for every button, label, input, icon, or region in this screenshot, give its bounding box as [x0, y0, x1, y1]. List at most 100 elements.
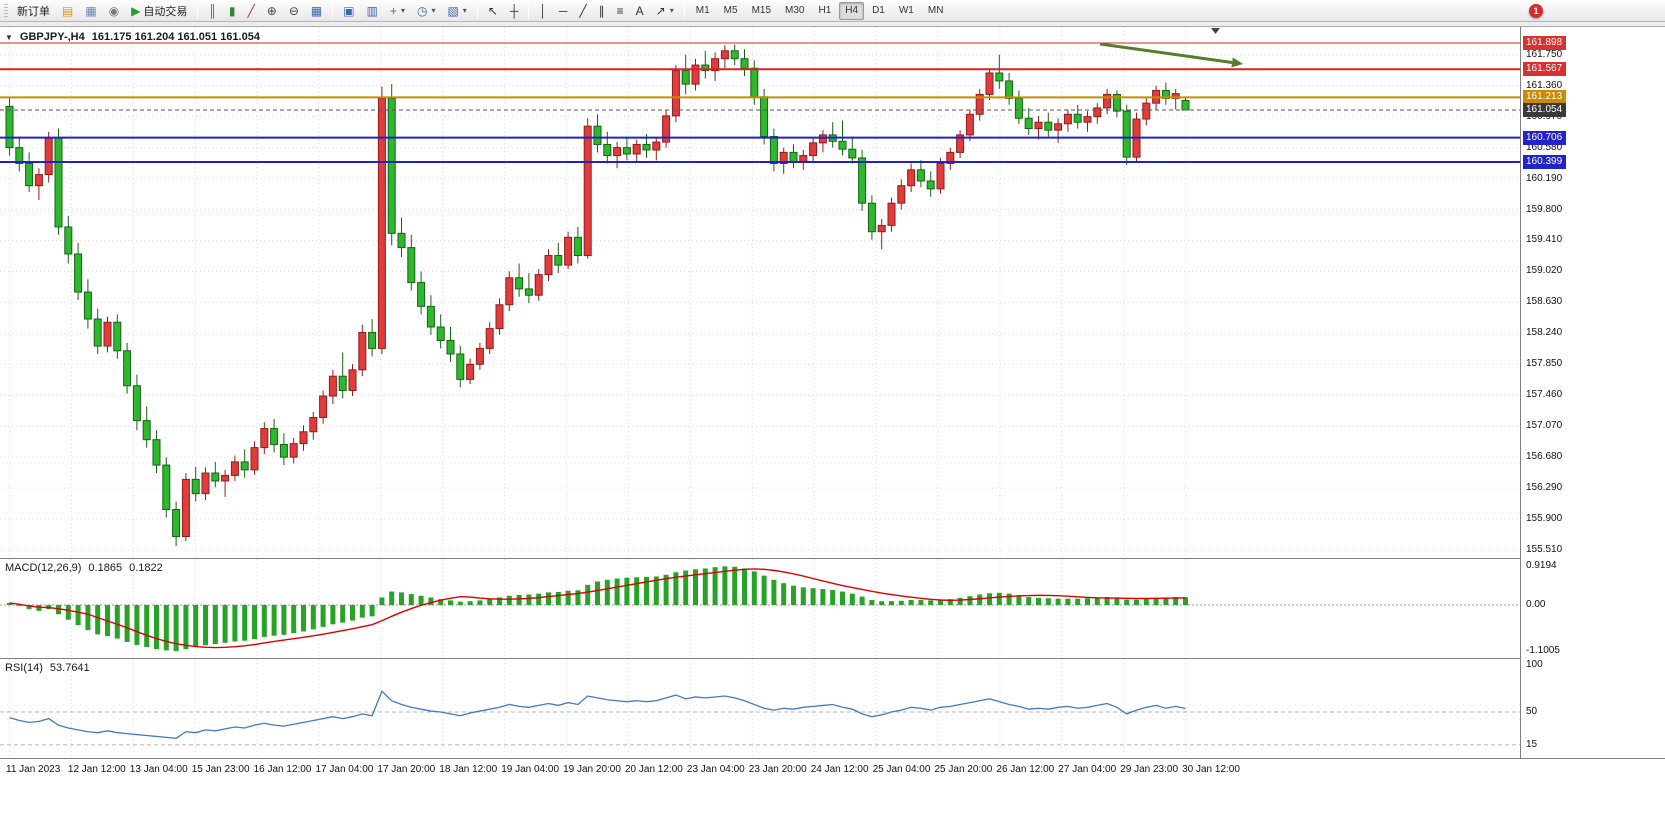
rsi-line [9, 690, 1186, 739]
market-watch-icon[interactable]: ▤ [57, 2, 78, 20]
rsi-plot[interactable] [0, 659, 1520, 758]
data-window-icon[interactable]: ◉ [104, 2, 124, 20]
bar-chart-icon[interactable]: ║ [203, 2, 222, 20]
autotrading-button[interactable]: ▶ 自动交易 [126, 2, 192, 20]
price-tick-label: 155.900 [1526, 513, 1563, 525]
macd-panel: MACD(12,26,9) 0.1865 0.1822 [0, 558, 1521, 658]
notification-badge[interactable]: 1 [1529, 4, 1543, 18]
macd-signal-line [9, 568, 1186, 649]
price-tick-label: 157.460 [1526, 389, 1563, 401]
timeframe-m1-label: M1 [695, 5, 710, 16]
time-tick-label: 18 Jan 12:00 [439, 764, 498, 775]
timeframe-h4[interactable]: H4 [839, 1, 865, 20]
bar-chart-icon: ║ [208, 3, 217, 18]
time-tick-label: 17 Jan 20:00 [377, 764, 436, 775]
time-axis[interactable]: 11 Jan 2023 12 Jan 12:00 13 Jan 04:00 15 Ja… [0, 758, 1665, 781]
template-button[interactable]: ▧ ▾ [442, 2, 471, 20]
trendline-icon[interactable]: ╱ [574, 2, 591, 20]
price-tick-label: 155.510 [1526, 544, 1563, 555]
time-tick-label: 30 Jan 12:00 [1182, 764, 1240, 775]
horizontal-lines-layer[interactable] [0, 42, 1520, 163]
price-tick-label: 159.800 [1526, 203, 1563, 215]
data-window-icon: ◉ [108, 3, 120, 18]
toolbar-separator [476, 2, 478, 19]
new-order-button[interactable]: 新订单 [12, 2, 55, 20]
new-chart-button[interactable]: + ▾ [385, 2, 410, 20]
profiles-icon: ▦ [85, 3, 97, 18]
toolbar-gap [0, 22, 1665, 26]
timeframe-mn[interactable]: MN [922, 2, 950, 20]
price-tick-label: 157.070 [1526, 420, 1563, 432]
chart-shift-marker[interactable] [1211, 28, 1220, 34]
channel-icon: ∥ [598, 3, 605, 18]
price-line-label: 160.399 [1523, 154, 1567, 169]
timeframe-d1-label: D1 [872, 5, 885, 16]
price-tick-label: 159.020 [1526, 265, 1563, 277]
profiles-icon[interactable]: ▦ [80, 2, 101, 20]
channel-icon[interactable]: ∥ [594, 2, 610, 20]
rsi-panel: RSI(14) 53.7641 [0, 658, 1521, 758]
new-order-button-label: 新订单 [17, 5, 50, 18]
timeframe-m5-label: M5 [723, 5, 738, 16]
price-line-label: 160.706 [1523, 130, 1567, 145]
trend-arrow-annotation[interactable] [1099, 42, 1243, 68]
dropdown-caret-icon: ▾ [462, 6, 467, 15]
price-tick-label: 160.580 [1526, 141, 1563, 153]
time-tick-label: 11 Jan 2023 [6, 764, 61, 775]
candlestick-chart-icon[interactable]: ▮ [224, 2, 241, 20]
autotrading-icon: ▶ [131, 3, 141, 18]
tile-windows-icon[interactable]: ▦ [306, 2, 327, 20]
cascade-windows-icon[interactable]: ▣ [338, 2, 359, 20]
time-tick-label: 15 Jan 23:00 [191, 764, 250, 775]
time-tick-label: 26 Jan 12:00 [996, 764, 1055, 775]
macd-histogram [7, 566, 1188, 652]
text-icon[interactable]: A [631, 2, 649, 20]
vertical-line-icon: │ [539, 3, 547, 18]
timeframe-m1[interactable]: M1 [690, 2, 716, 20]
horizontal-line-icon[interactable]: ─ [554, 2, 573, 20]
price-axis[interactable]: 161.750161.360160.970160.580160.190159.8… [1522, 27, 1665, 781]
fibonacci-icon[interactable]: ≡ [612, 2, 629, 20]
zoom-in-icon[interactable]: ⊕ [262, 2, 282, 20]
zoom-out-icon: ⊖ [288, 3, 299, 18]
main-chart-panel: ▼ GBPJPY-,H4 161.175 161.204 161.051 161… [0, 27, 1521, 558]
time-tick-label: 23 Jan 04:00 [686, 764, 745, 775]
timeframe-h1[interactable]: H1 [812, 2, 837, 20]
timeframe-d1[interactable]: D1 [866, 2, 891, 20]
candles-layer[interactable] [5, 44, 1190, 547]
main-toolbar: 新订单 ▤ ▦ ◉ ▶ 自动交易 ║ ▮ ╱ ⊕ ⊖ ▦ ▣ ▥ + ▾ ◷ ▾ ▧ ▾ ↖ ┼ │ ─ ╱ ∥ ≡ A ↗ ▾ M1 M5 M… [0, 0, 1665, 22]
toolbar-separator [683, 2, 685, 19]
vertical-line-icon[interactable]: │ [534, 2, 552, 20]
timeframe-m5[interactable]: M5 [718, 2, 744, 20]
timeframe-w1[interactable]: W1 [893, 2, 920, 20]
time-tick-label: 27 Jan 04:00 [1058, 764, 1117, 775]
macd-plot[interactable] [0, 559, 1520, 658]
cursor-icon[interactable]: ↖ [483, 2, 503, 20]
collapse-arrow-icon[interactable]: ▼ [5, 32, 13, 42]
time-tick-label: 17 Jan 04:00 [315, 764, 374, 775]
arrows-icon[interactable]: ↗ ▾ [651, 2, 679, 20]
time-tick-label: 13 Jan 04:00 [129, 764, 188, 775]
price-tick-label: 158.240 [1526, 327, 1563, 339]
timeframe-m15[interactable]: M15 [746, 2, 777, 20]
price-line-label: 161.213 [1523, 90, 1567, 105]
zoom-out-icon[interactable]: ⊖ [284, 2, 304, 20]
line-chart-icon[interactable]: ╱ [243, 2, 260, 20]
arrows-icon: ↗ [655, 3, 666, 18]
cascade-windows-icon: ▣ [343, 3, 355, 18]
crosshair-icon[interactable]: ┼ [505, 2, 524, 20]
arrange-windows-icon[interactable]: ▥ [362, 2, 383, 20]
timeframe-m30[interactable]: M30 [779, 2, 810, 20]
chart-symbol-period: GBPJPY-,H4 [19, 31, 85, 43]
price-tick-label: 159.410 [1526, 234, 1563, 246]
price-tick-label: 157.850 [1526, 358, 1563, 370]
period-button[interactable]: ◷ ▾ [412, 2, 441, 20]
chart-ohlc-readout: 161.175 161.204 161.051 161.054 [91, 31, 260, 43]
trendline-icon: ╱ [579, 3, 587, 18]
rsi-scale-label: 100 [1526, 659, 1543, 670]
toolbar-separator [197, 2, 199, 19]
toolbar-grip[interactable] [4, 3, 8, 18]
timeframe-m30-label: M30 [785, 5, 805, 16]
autotrading-button-label: 自动交易 [143, 5, 188, 18]
main-chart-plot[interactable] [0, 27, 1520, 558]
